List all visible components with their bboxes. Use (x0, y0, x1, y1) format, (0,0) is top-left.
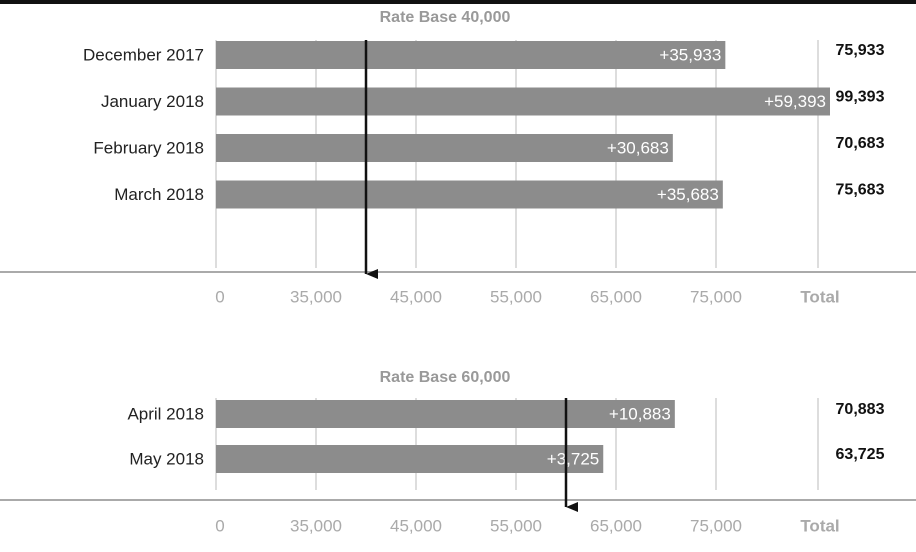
total-label: 75,683 (836, 182, 885, 199)
top-stripe (0, 0, 916, 4)
x-tick-label: 0 (215, 287, 224, 306)
x-tick-label: 45,000 (390, 287, 442, 306)
x-tick-label: 55,000 (490, 287, 542, 306)
chart-title: Rate Base 60,000 (380, 369, 511, 386)
bar (216, 134, 673, 162)
total-label: 99,393 (836, 89, 885, 106)
bar (216, 41, 726, 69)
total-label: 63,725 (836, 446, 885, 463)
category-label: April 2018 (127, 404, 204, 423)
category-label: December 2017 (83, 45, 204, 64)
x-tick-label: Total (800, 287, 839, 306)
bar (216, 87, 830, 116)
category-label: February 2018 (93, 138, 204, 157)
x-tick-label: 45,000 (390, 516, 442, 535)
total-label: 75,933 (836, 42, 885, 59)
increment-label: +30,683 (607, 138, 669, 157)
increment-label: +3,725 (547, 449, 599, 468)
category-label: March 2018 (114, 185, 204, 204)
bar (216, 400, 675, 428)
x-tick-label: Total (800, 516, 839, 535)
bar (216, 445, 604, 473)
x-tick-label: 65,000 (590, 516, 642, 535)
x-tick-label: 0 (215, 516, 224, 535)
increment-label: +35,683 (657, 185, 719, 204)
increment-label: +35,933 (659, 45, 721, 64)
category-label: January 2018 (101, 92, 204, 111)
x-tick-label: 55,000 (490, 516, 542, 535)
bar (216, 180, 723, 209)
x-tick-label: 35,000 (290, 516, 342, 535)
total-label: 70,683 (836, 135, 885, 152)
x-tick-label: 75,000 (690, 516, 742, 535)
x-tick-label: 75,000 (690, 287, 742, 306)
increment-label: +10,883 (609, 404, 671, 423)
category-label: May 2018 (129, 449, 204, 468)
total-label: 70,883 (836, 401, 885, 418)
x-tick-label: 35,000 (290, 287, 342, 306)
x-tick-label: 65,000 (590, 287, 642, 306)
increment-label: +59,393 (764, 92, 826, 111)
chart-title: Rate Base 40,000 (380, 9, 511, 26)
